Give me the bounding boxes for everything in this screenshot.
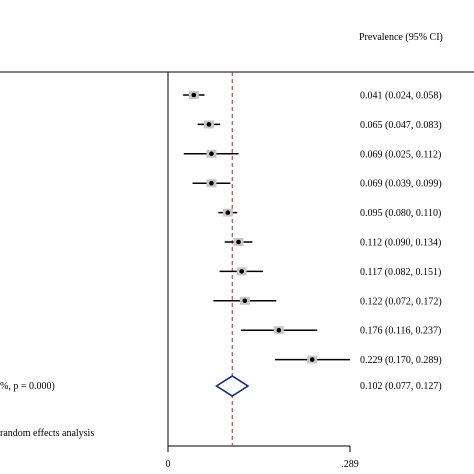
point-estimate [239,269,244,274]
study-estimate-label: 0.065 (0.047, 0.083) [360,120,442,131]
study-estimate-label: 0.041 (0.024, 0.058) [360,91,442,102]
point-estimate [206,122,212,127]
x-axis-ticks: 0 .289 [166,446,359,470]
overall-row-label: %, p = 0.000) [0,381,55,392]
overall-label: 0.102 (0.077, 0.127) [360,381,442,392]
study-estimate-label: 0.117 (0.082, 0.151) [360,267,441,278]
column-header: Prevalence (95% CI) [359,32,443,43]
study-estimate-label: 0.112 (0.090, 0.134) [360,238,441,249]
point-estimate [276,327,282,333]
point-estimate [236,239,241,245]
point-estimate [209,180,214,186]
point-estimate [225,210,231,215]
overall-diamond [214,375,250,397]
study-estimate-label: 0.122 (0.072, 0.172) [360,296,442,307]
study-estimate-label: 0.069 (0.025, 0.112) [360,149,441,160]
study-estimate-label: 0.069 (0.039, 0.099) [360,179,442,190]
study-estimate-label: 0.176 (0.116, 0.237) [360,326,441,337]
point-estimate [309,357,315,362]
point-estimate [209,151,214,157]
footnote: random effects analysis [0,428,94,439]
study-estimate-label: 0.229 (0.170, 0.289) [360,355,442,366]
point-estimate [242,298,248,304]
study-rows: 0.041 (0.024, 0.058) 0.065 (0.047, 0.083)… [183,91,442,366]
study-estimate-label: 0.095 (0.080, 0.110) [360,208,441,219]
tick-label: .289 [341,459,359,470]
point-estimate [191,92,197,98]
tick-label: 0 [166,459,171,470]
